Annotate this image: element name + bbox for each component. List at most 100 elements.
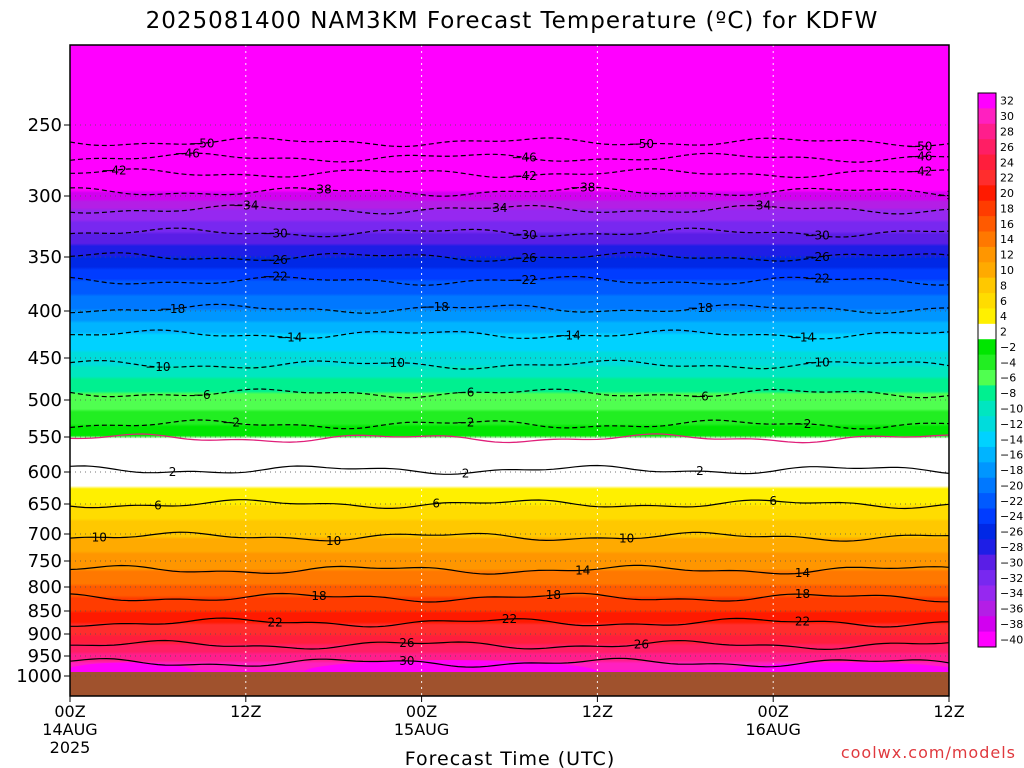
isotherm-label: −38 <box>570 181 595 195</box>
y-tick-label: 450 <box>28 348 62 369</box>
colorbar-swatch <box>978 370 996 386</box>
colorbar-label: 12 <box>1000 249 1014 262</box>
isotherm-label: −46 <box>511 150 536 164</box>
colorbar-swatch <box>978 262 996 279</box>
isotherm-label: 2 <box>462 466 470 480</box>
isotherm-label: −26 <box>262 253 287 267</box>
isotherm-line <box>70 329 949 340</box>
colorbar-label: 18 <box>1000 202 1014 215</box>
colorbar-swatch <box>978 339 996 356</box>
isotherm-label: −42 <box>907 164 932 178</box>
colorbar-label: 28 <box>1000 125 1014 138</box>
colorbar-swatch <box>978 416 996 433</box>
isotherm-label: −30 <box>511 228 536 242</box>
x-tick-year: 2025 <box>50 738 91 757</box>
isotherm-label: −10 <box>380 356 405 370</box>
isotherm-label: −34 <box>746 199 771 213</box>
colorbar-label: −40 <box>1000 633 1023 646</box>
isotherm-line <box>70 592 949 603</box>
colorbar-swatch <box>978 616 996 633</box>
isotherm-label: 26 <box>399 636 414 650</box>
colorbar-label: −8 <box>1000 387 1016 400</box>
colorbar-swatch <box>978 246 996 263</box>
isotherm-line <box>70 388 949 399</box>
isotherm-label: −14 <box>555 329 580 343</box>
y-tick-label: 850 <box>28 601 62 622</box>
colorbar-swatch <box>978 431 996 448</box>
x-tick-label: 12Z <box>582 702 613 721</box>
isotherm-label: −46 <box>907 149 932 163</box>
ground-below-surface <box>70 672 949 696</box>
colorbar-swatch <box>978 600 996 617</box>
isotherm-label: −14 <box>277 331 302 345</box>
colorbar-label: −34 <box>1000 587 1023 600</box>
isotherm-label: −18 <box>160 302 185 316</box>
colorbar-label: −36 <box>1000 603 1023 616</box>
colorbar-legend: 32 30 28 26 24 22 20 18 16 14 12 10 8 6 4 2 −2 −4 −6 −8 −10 −… <box>977 92 1023 648</box>
colorbar-swatch <box>978 446 996 463</box>
colorbar-label: −32 <box>1000 572 1023 585</box>
isotherm-label: −30 <box>804 229 829 243</box>
isotherm-label: −2 <box>222 416 240 430</box>
x-tick-label: 12Z <box>230 702 261 721</box>
colorbar-label: −38 <box>1000 618 1023 631</box>
chart-title: 2025081400 NAM3KM Forecast Temperature (… <box>146 8 879 34</box>
y-tick-label: 800 <box>28 577 62 598</box>
colorbar-swatch <box>978 277 996 294</box>
isotherm-label: −50 <box>907 139 932 153</box>
credit-text: coolwx.com/models <box>841 743 1016 762</box>
colorbar-swatch <box>978 477 996 494</box>
x-tick-date: 15AUG <box>394 720 449 739</box>
isotherm-label: 10 <box>326 534 341 548</box>
isotherm-line <box>70 419 949 430</box>
colorbar-label: −18 <box>1000 464 1023 477</box>
colorbar-swatch <box>978 93 996 109</box>
isotherm-label: −18 <box>687 301 712 315</box>
isotherm-line <box>70 168 949 179</box>
isotherm-label: −10 <box>145 360 170 374</box>
y-tick-label: 550 <box>28 427 62 448</box>
isotherm-label: −50 <box>629 137 654 151</box>
colorbar-label: 20 <box>1000 187 1014 200</box>
isotherm-label: 2 <box>696 464 704 478</box>
colorbar-swatch <box>978 323 996 340</box>
y-tick-label: 300 <box>28 186 62 207</box>
isotherm-line <box>70 251 949 262</box>
colorbar-label: 26 <box>1000 141 1014 154</box>
isotherm-label: −34 <box>233 198 258 212</box>
colorbar-swatch <box>978 400 996 417</box>
x-axis-label: Forecast Time (UTC) <box>405 748 615 768</box>
isotherm-label: 18 <box>311 589 326 603</box>
isotherm-label: 6 <box>432 496 440 510</box>
gridlines <box>70 45 949 696</box>
x-tick-date: 16AUG <box>745 720 800 739</box>
isotherm-line <box>70 564 949 575</box>
isotherm-label: −30 <box>262 226 287 240</box>
isotherm-label: 22 <box>267 616 282 630</box>
isotherm-contours <box>70 137 949 668</box>
colorbar-label: 10 <box>1000 264 1014 277</box>
isotherm-line <box>70 464 949 475</box>
colorbar-label: −30 <box>1000 556 1023 569</box>
colorbar-label: −16 <box>1000 449 1023 462</box>
plot-area: −50 −50 −50−46 −46 −46−42 −42 −42−38 −38−38−34−… <box>70 45 949 696</box>
colorbar-swatch <box>978 308 996 325</box>
isotherm-label: −26 <box>804 250 829 264</box>
colorbar-swatch <box>978 200 996 217</box>
isotherm-label: 18 <box>795 587 810 601</box>
colorbar-swatch <box>978 508 996 525</box>
isotherm-line <box>70 227 949 238</box>
colorbar-swatch <box>978 570 996 586</box>
colorbar-swatch <box>978 523 996 540</box>
colorbar-label: −4 <box>1000 356 1016 369</box>
isotherm-line <box>70 204 949 215</box>
colorbar-label: −24 <box>1000 510 1023 523</box>
isotherm-label: 2 <box>169 465 177 479</box>
isotherm-label: 18 <box>546 588 561 602</box>
isotherm-label: −6 <box>193 388 211 402</box>
isotherm-line <box>70 186 949 197</box>
colorbar-label: −20 <box>1000 479 1023 492</box>
y-tick-label: 1000 <box>16 666 62 687</box>
y-tick-label: 700 <box>28 524 62 545</box>
isotherm-label: 6 <box>769 494 777 508</box>
